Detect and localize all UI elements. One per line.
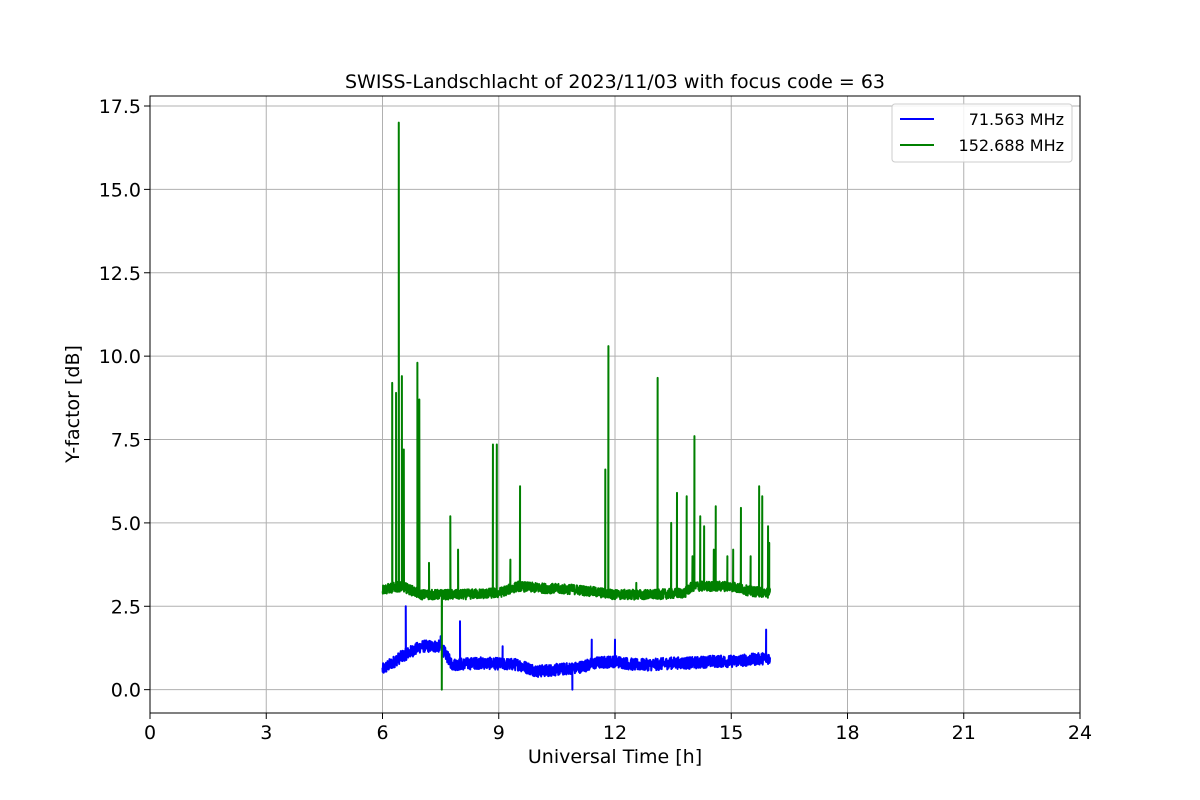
legend: 71.563 MHz 152.688 MHz: [891, 103, 1073, 163]
series-line-1: [381, 121, 771, 691]
y-tick-label: 12.5: [99, 263, 141, 285]
series-line-0: [381, 605, 771, 691]
x-tick-label: 18: [835, 722, 859, 744]
y-tick-label: 10.0: [99, 346, 141, 368]
y-tick-label: 5.0: [111, 513, 141, 535]
x-tick-label: 0: [144, 722, 156, 744]
legend-label-0: 71.563 MHz: [969, 110, 1064, 129]
legend-label-1: 152.688 MHz: [959, 136, 1064, 155]
y-tick-label: 0.0: [111, 680, 141, 702]
x-tick-label: 12: [603, 722, 627, 744]
ticks: 0 3 6 9 12 15 18 21 24 0.0 2.5 5.0 7.5 10.0 12.5 15.0 17…: [99, 96, 1092, 744]
y-tick-label: 2.5: [111, 596, 141, 618]
legend-box: [891, 103, 1073, 163]
x-tick-label: 3: [260, 722, 272, 744]
x-axis-label: Universal Time [h]: [528, 746, 702, 768]
x-tick-label: 9: [493, 722, 505, 744]
y-tick-label: 17.5: [99, 96, 141, 118]
y-tick-label: 15.0: [99, 179, 141, 201]
series-layer: [381, 121, 771, 691]
y-tick-label: 7.5: [111, 430, 141, 452]
x-tick-label: 21: [952, 722, 976, 744]
y-axis-label: Y-factor [dB]: [62, 345, 84, 464]
x-tick-label: 24: [1068, 722, 1092, 744]
x-tick-label: 6: [376, 722, 388, 744]
x-tick-label: 15: [719, 722, 743, 744]
chart-title: SWISS-Landschlacht of 2023/11/03 with fo…: [345, 71, 885, 93]
